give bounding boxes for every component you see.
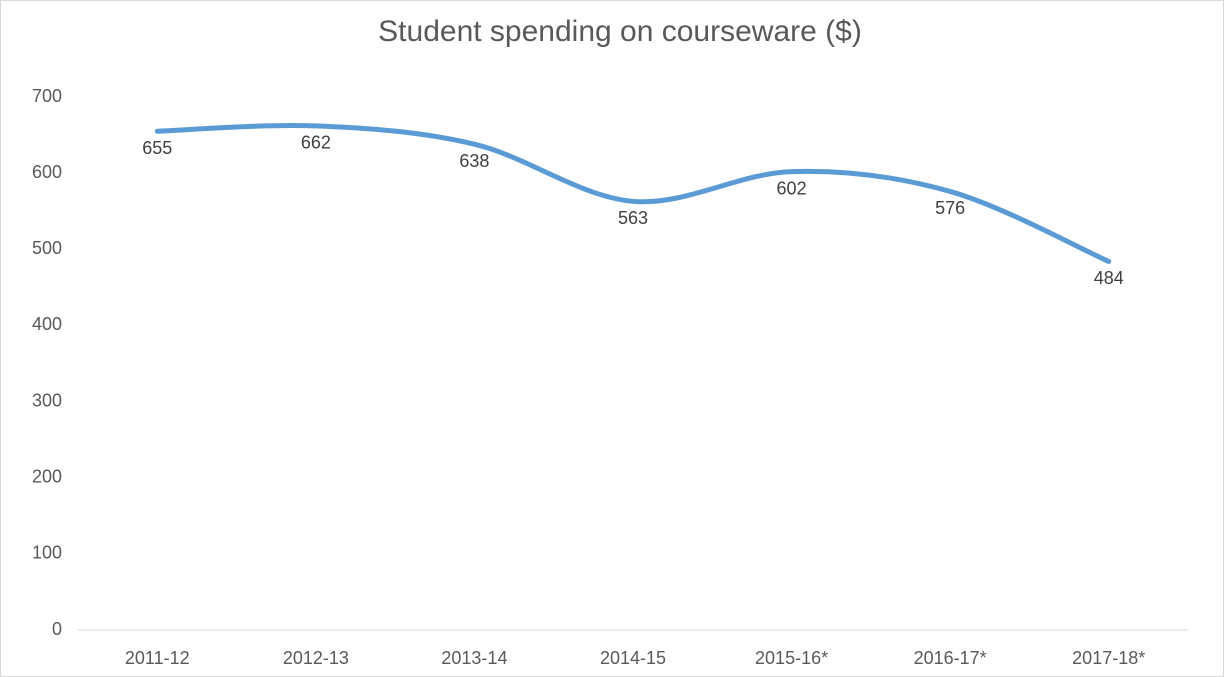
- data-label: 563: [618, 208, 648, 228]
- data-label: 602: [777, 178, 807, 198]
- y-tick-label: 300: [32, 390, 62, 410]
- y-tick-label: 0: [52, 619, 62, 639]
- data-label: 638: [459, 151, 489, 171]
- y-tick-label: 200: [32, 466, 62, 486]
- y-tick-label: 400: [32, 314, 62, 334]
- x-tick-label: 2012-13: [283, 648, 349, 668]
- y-tick-label: 100: [32, 543, 62, 563]
- x-tick-label: 2013-14: [441, 648, 507, 668]
- data-label: 576: [935, 198, 965, 218]
- data-label: 484: [1094, 268, 1124, 288]
- data-label: 655: [142, 138, 172, 158]
- x-tick-label: 2016-17*: [914, 648, 987, 668]
- y-tick-label: 500: [32, 238, 62, 258]
- x-tick-label: 2014-15: [600, 648, 666, 668]
- x-tick-label: 2011-12: [125, 648, 190, 668]
- x-tick-label: 2017-18*: [1072, 648, 1145, 668]
- line-series: [154, 123, 1112, 264]
- y-tick-label: 600: [32, 162, 62, 182]
- x-tick-label: 2015-16*: [755, 648, 828, 668]
- y-tick-label: 700: [32, 86, 62, 106]
- chart-title: Student spending on courseware ($): [378, 15, 862, 48]
- data-label: 662: [301, 133, 331, 153]
